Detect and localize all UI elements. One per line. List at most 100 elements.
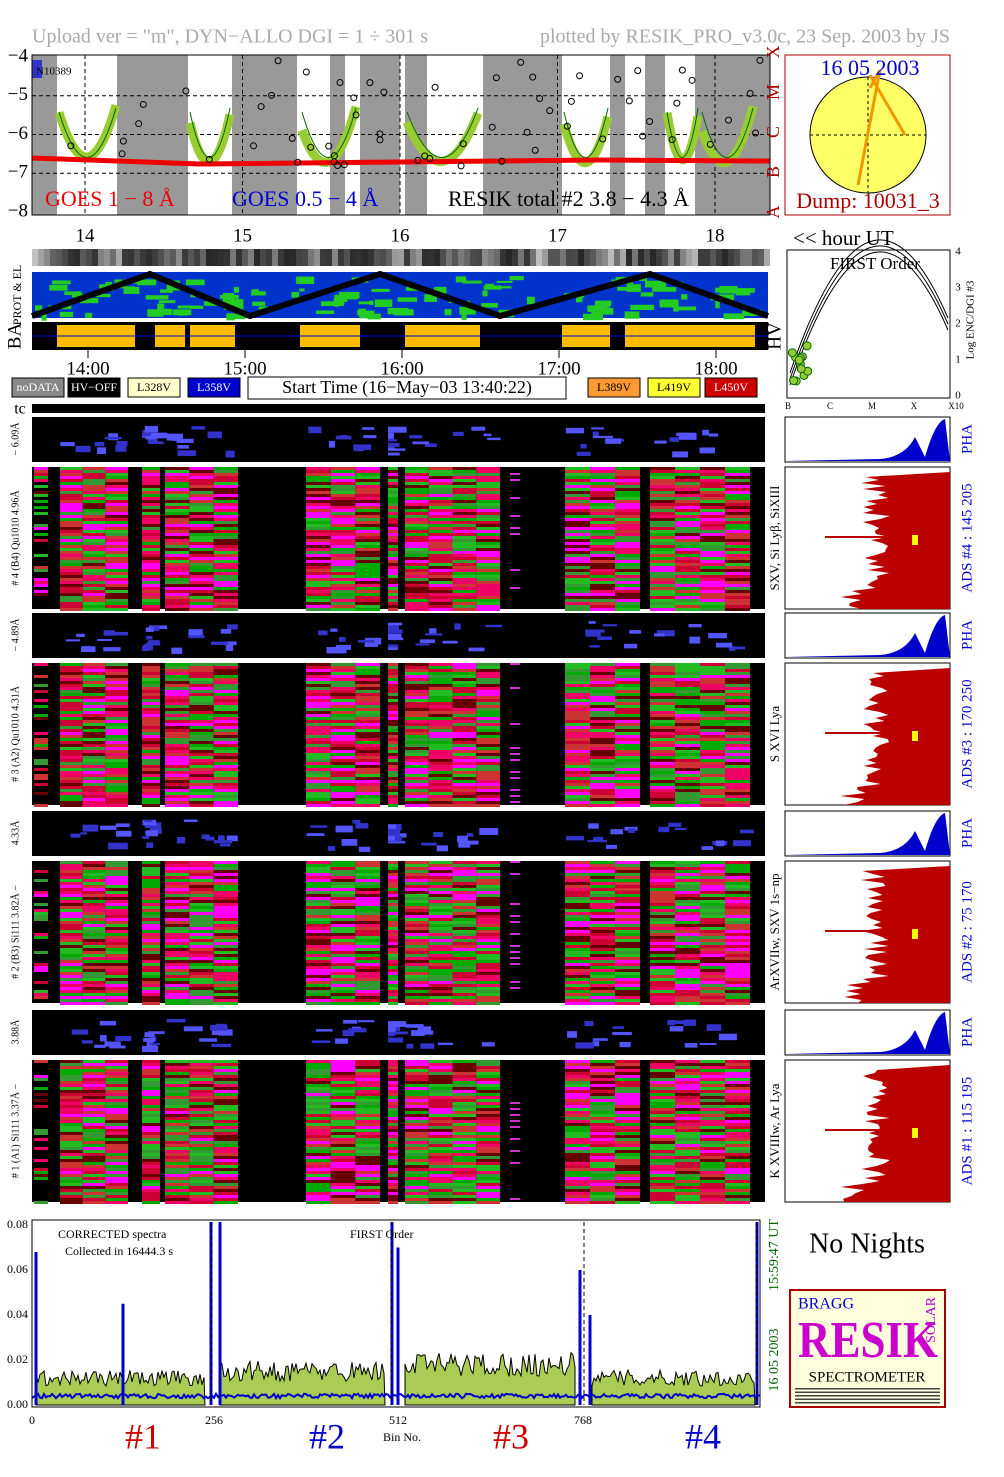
stripe: [476, 1123, 500, 1126]
stripe: [189, 783, 214, 786]
stripe: [60, 527, 83, 530]
stripe: [725, 981, 750, 984]
stripe: [355, 960, 380, 963]
stripe: [189, 912, 214, 915]
stripe: [105, 1189, 128, 1192]
stripe: [675, 981, 700, 984]
stripe: [452, 587, 477, 590]
stripe: [388, 533, 398, 536]
stripe: [330, 1093, 356, 1096]
gradient-strip: [164, 249, 170, 266]
stripe: [165, 987, 190, 990]
pha-noise: [592, 431, 599, 438]
stripe: [330, 750, 356, 753]
stripe: [650, 720, 675, 723]
stripe: [615, 918, 640, 921]
stripe: [476, 699, 500, 702]
stripe: [405, 723, 429, 726]
stripe: [405, 1069, 429, 1072]
stripe: [405, 1165, 429, 1168]
stripe: [105, 488, 128, 491]
stripe: [675, 714, 700, 717]
stripe: [650, 509, 675, 512]
stripe: [675, 1002, 700, 1005]
stripe: [405, 918, 429, 921]
stripe: [60, 903, 83, 906]
stripe: [142, 987, 160, 990]
stripe: [189, 569, 214, 572]
stripe: [213, 593, 238, 596]
pha-noise: [108, 842, 128, 850]
stripe: [189, 587, 214, 590]
stripe: [615, 512, 640, 515]
stripe: [105, 1144, 128, 1147]
stripe: [650, 930, 675, 933]
stripe: [355, 966, 380, 969]
stripe: [615, 957, 640, 960]
stripe: [405, 903, 429, 906]
stripe: [388, 723, 398, 726]
gradient-strip: [458, 249, 464, 266]
stripe: [306, 669, 331, 672]
stripe: [330, 1081, 356, 1084]
stripe: [213, 882, 238, 885]
stripe: [700, 873, 725, 876]
label: HV−OFF: [71, 380, 117, 394]
stripe: [142, 1159, 160, 1162]
stripe: [60, 999, 83, 1002]
stripe: [675, 996, 700, 999]
stripe: [330, 771, 356, 774]
stripe: [428, 693, 453, 696]
stripe: [105, 960, 128, 963]
stripe: [330, 963, 356, 966]
stripe: [60, 1078, 83, 1081]
stripe: [725, 879, 750, 882]
stripe: [105, 596, 128, 599]
stripe: [189, 861, 214, 864]
label: L419V: [657, 380, 691, 394]
stripe: [650, 882, 675, 885]
stripe: [405, 1201, 429, 1204]
stripe: [590, 960, 615, 963]
stripe: [428, 921, 453, 924]
stripe: [82, 590, 106, 593]
stripe: [700, 756, 725, 759]
stripe: [675, 933, 700, 936]
stripe: [142, 479, 160, 482]
stripe: [452, 876, 477, 879]
stripe: [428, 1087, 453, 1090]
stripe: [675, 587, 700, 590]
label: 3: [955, 282, 961, 294]
stripe: [213, 470, 238, 473]
stripe: [405, 768, 429, 771]
stripe: [405, 975, 429, 978]
stripe: [388, 1123, 398, 1126]
stripe: [189, 1135, 214, 1138]
pha-noise: [580, 443, 587, 449]
stripe: [565, 1135, 590, 1138]
stripe: [428, 533, 453, 536]
stripe: [82, 951, 106, 954]
stripe: [590, 593, 615, 596]
stripe: [306, 870, 331, 873]
stripe: [615, 545, 640, 548]
stripe: [330, 951, 356, 954]
stripe: [405, 960, 429, 963]
stripe: [675, 867, 700, 870]
stripe: [142, 990, 160, 993]
stripe: [565, 936, 590, 939]
stripe: [476, 1192, 500, 1195]
stripe: [700, 1087, 725, 1090]
stripe: [355, 467, 380, 470]
stripe: [590, 933, 615, 936]
stripe: [452, 909, 477, 912]
stripe: [615, 503, 640, 506]
stripe: [34, 738, 48, 741]
stripe: [330, 774, 356, 777]
stripe: [452, 681, 477, 684]
stripe: [82, 969, 106, 972]
stripe: [388, 933, 398, 936]
stripe: [452, 506, 477, 509]
stripe: [452, 711, 477, 714]
stripe: [452, 969, 477, 972]
